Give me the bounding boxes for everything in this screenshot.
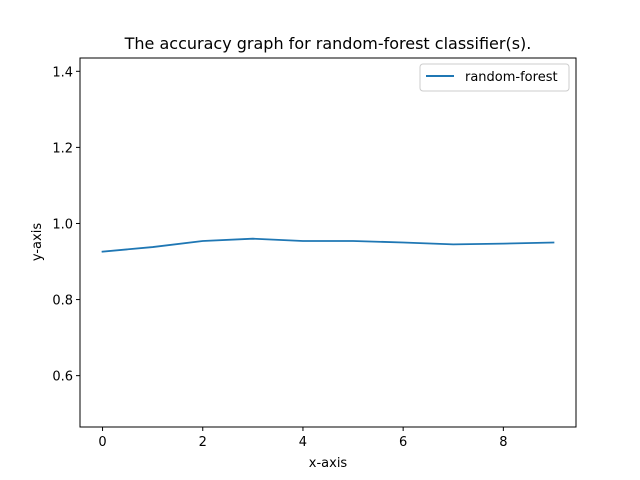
x-tick-label: 8	[499, 435, 507, 450]
y-axis-label: y-axis	[30, 223, 45, 261]
legend: random-forest	[419, 63, 570, 92]
plot-frame	[79, 57, 577, 428]
x-tick-label: 0	[98, 435, 106, 450]
legend-label-random-forest: random-forest	[465, 70, 558, 85]
chart-title: The accuracy graph for random-forest cla…	[124, 34, 532, 53]
y-tick-label: 0.8	[52, 294, 73, 309]
legend-box	[419, 63, 570, 92]
x-axis: 0 2 4 6 8	[98, 427, 507, 450]
plot-area	[79, 57, 577, 428]
series-line-random-forest	[101, 237, 555, 253]
x-tick-label: 4	[299, 435, 307, 450]
y-tick-label: 1.0	[52, 217, 73, 232]
y-tick-label: 0.6	[52, 370, 73, 385]
x-tick-label: 2	[199, 435, 207, 450]
series-layer	[101, 237, 555, 253]
y-tick-label: 1.4	[52, 65, 73, 80]
y-tick-label: 1.2	[52, 141, 73, 156]
y-axis: 0.6 0.8 1.0 1.2 1.4	[52, 65, 80, 385]
x-tick-label: 6	[399, 435, 407, 450]
x-axis-label: x-axis	[309, 456, 348, 471]
